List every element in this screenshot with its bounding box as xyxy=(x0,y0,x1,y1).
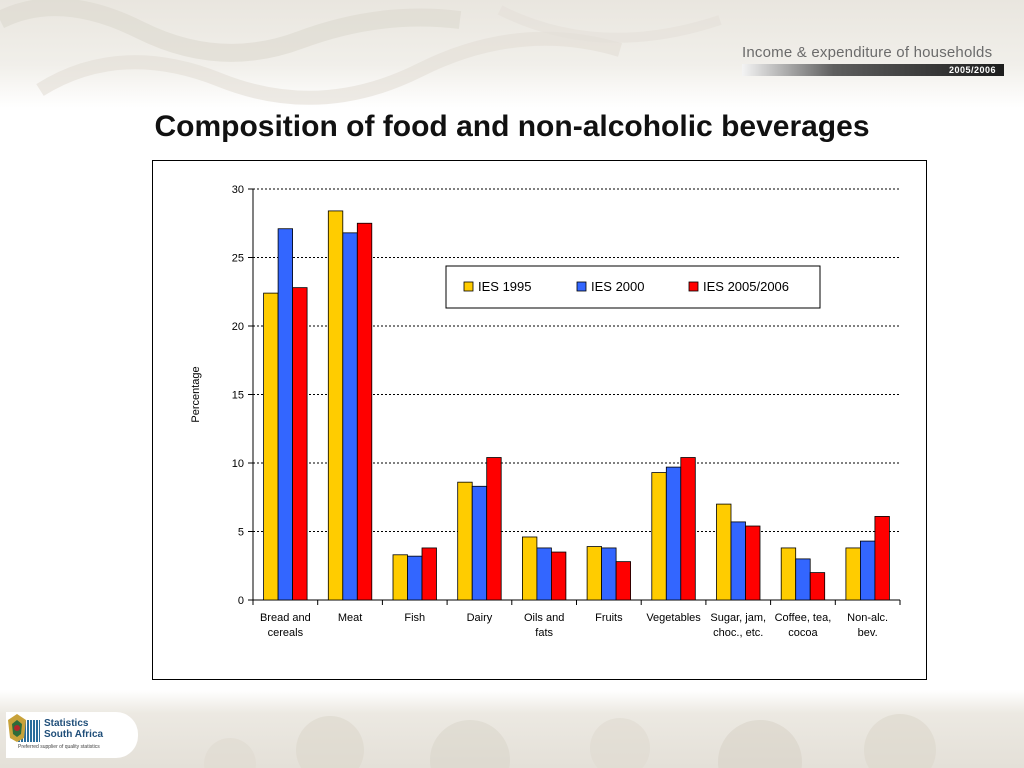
bar xyxy=(392,554,408,601)
bar xyxy=(615,561,632,601)
brand-title: Income & expenditure of households xyxy=(742,44,993,61)
brand-subtitle: 2005/2006 xyxy=(948,65,996,75)
y-tick-label: 0 xyxy=(238,595,244,607)
bar xyxy=(327,210,344,601)
coat-of-arms-icon xyxy=(8,714,26,742)
logo-name: Statistics South Africa xyxy=(44,718,103,740)
bar xyxy=(471,485,488,601)
y-tick-label: 20 xyxy=(232,321,244,333)
bar xyxy=(665,466,682,601)
bar xyxy=(795,558,811,601)
legend-box xyxy=(445,265,821,309)
bar-chart: 0 5 10 15 20 25 30 Percentage Bread and cereals Me… xyxy=(190,184,901,639)
header-band: Income & expenditure of households 2005/… xyxy=(0,0,1024,108)
x-tick-label: Dairy xyxy=(467,612,493,624)
x-tick-label: Coffee, tea, xyxy=(775,612,832,624)
bar xyxy=(486,457,502,601)
bar xyxy=(680,457,696,601)
y-axis-label: Percentage xyxy=(190,366,202,422)
x-tick-label: Fish xyxy=(404,612,425,624)
bar xyxy=(263,292,279,601)
x-tick-label: Bread and xyxy=(260,612,311,624)
x-tick-label: Oils and xyxy=(524,612,564,624)
legend-label: IES 2000 xyxy=(591,279,645,294)
header-pattern xyxy=(0,0,722,105)
bar xyxy=(745,525,761,601)
x-tick-label: Sugar, jam, xyxy=(710,612,766,624)
logo-tagline: Preferred supplier of quality statistics xyxy=(18,744,100,750)
y-tick-label: 10 xyxy=(232,458,244,470)
bar xyxy=(421,547,437,601)
logo-line-1: Statistics xyxy=(44,718,89,729)
legend-swatch xyxy=(688,281,699,292)
bar xyxy=(292,287,308,601)
bar xyxy=(601,547,617,601)
x-tick-label: fats xyxy=(535,627,553,639)
x-tick-label: choc., etc. xyxy=(713,627,763,639)
logo-line-2: South Africa xyxy=(44,729,104,740)
x-tick-label: bev. xyxy=(858,627,878,639)
x-tick-label: cereals xyxy=(268,627,304,639)
bar xyxy=(860,540,876,601)
bar xyxy=(536,547,552,601)
x-tick-label: Vegetables xyxy=(646,612,701,624)
bar xyxy=(277,228,293,601)
x-tick-label: Meat xyxy=(338,612,362,624)
bar xyxy=(651,472,667,601)
y-tick-label: 25 xyxy=(232,253,244,265)
bar xyxy=(730,521,746,601)
bar xyxy=(457,481,473,601)
chart-frame: 0 5 10 15 20 25 30 Percentage Bread and cereals Me… xyxy=(152,160,927,680)
brand-banner: Income & expenditure of households 2005/… xyxy=(742,44,1004,76)
footer-band: Statistics South Africa Preferred suppli… xyxy=(0,690,1024,768)
x-tick-label: Fruits xyxy=(595,612,623,624)
x-tick-label: cocoa xyxy=(788,627,818,639)
bar xyxy=(845,547,861,601)
bar xyxy=(874,516,890,601)
bar xyxy=(586,546,603,601)
page-title: Composition of food and non-alcoholic be… xyxy=(154,110,870,143)
bar xyxy=(342,232,358,601)
footer-pattern xyxy=(204,714,936,768)
y-tick-label: 30 xyxy=(232,184,244,196)
x-tick-label: Non-alc. xyxy=(847,612,888,624)
bar xyxy=(407,555,423,601)
bar xyxy=(716,503,732,601)
bar xyxy=(521,536,538,601)
y-tick-label: 5 xyxy=(238,527,244,539)
stats-sa-logo: Statistics South Africa Preferred suppli… xyxy=(6,712,138,758)
legend-swatch xyxy=(576,281,587,292)
bar xyxy=(356,222,373,601)
legend-label: IES 2005/2006 xyxy=(703,279,789,294)
brand-bar xyxy=(742,64,1004,76)
legend-label: IES 1995 xyxy=(478,279,532,294)
bar xyxy=(780,547,797,601)
bar xyxy=(550,551,567,601)
y-tick-label: 15 xyxy=(232,390,244,402)
bar xyxy=(809,572,826,601)
legend-swatch xyxy=(463,281,474,292)
